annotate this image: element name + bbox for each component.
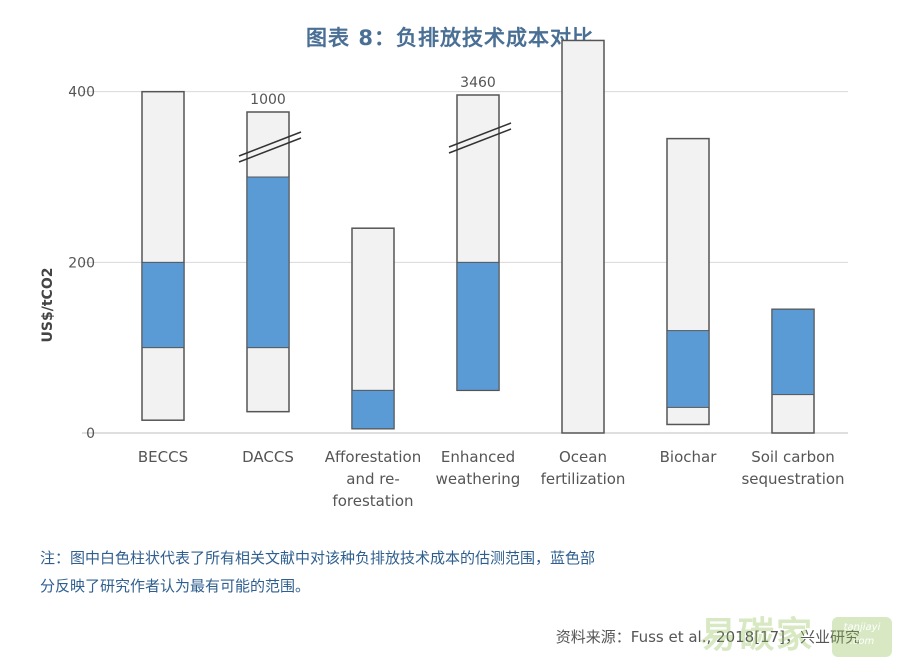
bars: 1000 3460 xyxy=(141,39,815,434)
category-label: weathering xyxy=(436,470,521,488)
category-label: forestation xyxy=(332,492,413,510)
note-line-1: 注：图中白色柱状代表了所有相关文献中对该种负排放技术成本的估测范围，蓝色部 xyxy=(40,549,596,567)
category-label: and re- xyxy=(346,470,399,488)
likely-range-bar xyxy=(666,330,710,408)
likely-range-bar xyxy=(351,389,395,430)
break-value-label: 1000 xyxy=(250,92,286,108)
y-axis-label: US$/tCO2 xyxy=(40,268,56,343)
category-label: Enhanced xyxy=(441,448,515,466)
category-label: Soil carbon xyxy=(751,448,835,466)
likely-range-bar xyxy=(456,261,500,391)
axis-break-line xyxy=(448,128,512,154)
note-line-2: 分反映了研究作者认为最有可能的范围。 xyxy=(40,577,311,595)
y-tick-label: 0 xyxy=(86,426,95,442)
category-label: Biochar xyxy=(660,448,718,466)
y-tick-label: 200 xyxy=(68,255,95,271)
category-label: fertilization xyxy=(541,470,626,488)
source-citation: 资料来源：Fuss et al., 2018[17]，兴业研究 xyxy=(555,628,860,646)
y-tick-labels: 0200400600 xyxy=(68,85,95,442)
watermark-badge: tanjiayi .com xyxy=(832,617,892,657)
chart-note: 注：图中白色柱状代表了所有相关文献中对该种负排放技术成本的估测范围，蓝色部 分反… xyxy=(40,544,740,600)
category-labels: BECCS DACCS Afforestation and re-forestatio… xyxy=(138,448,845,510)
range-bar xyxy=(141,90,185,421)
likely-range-bar xyxy=(246,176,290,349)
category-label: DACCS xyxy=(242,448,294,466)
category-label: Ocean xyxy=(559,448,607,466)
category-label: BECCS xyxy=(138,448,188,466)
axis-break-line xyxy=(238,137,302,163)
break-value-label: 3460 xyxy=(460,75,496,91)
category-label: Afforestation xyxy=(325,448,421,466)
category-label: sequestration xyxy=(741,470,844,488)
axis-break-line xyxy=(238,131,302,157)
watermark-logo-text: 易碳家 xyxy=(700,615,815,656)
likely-range-bar xyxy=(771,308,815,396)
axis-break-line xyxy=(448,122,512,148)
likely-range-bar xyxy=(141,261,185,349)
chart-title: 图表 8：负排放技术成本对比 xyxy=(306,26,594,50)
y-tick-label: 400 xyxy=(68,85,95,101)
range-bar xyxy=(561,39,605,434)
